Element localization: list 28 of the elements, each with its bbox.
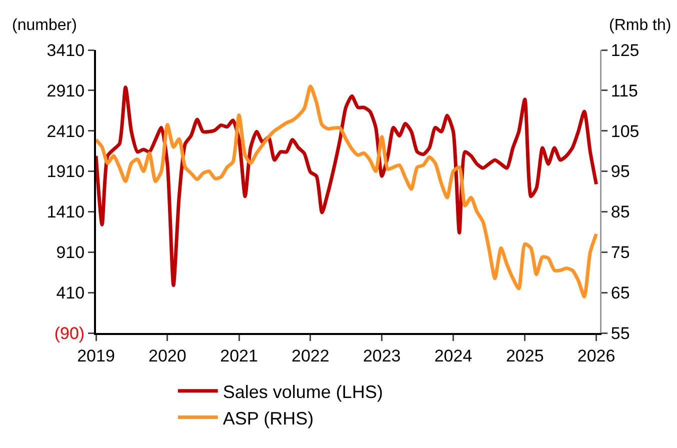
- x-tick-label: 2022: [292, 346, 330, 366]
- y2-tick-label: 105: [610, 122, 640, 141]
- y-tick-label: 1410: [46, 202, 85, 222]
- y-tick-label: 2410: [46, 122, 85, 141]
- y-tick-label: 410: [56, 284, 85, 303]
- legend-label: ASP (RHS): [222, 408, 314, 428]
- y-tick-label: 910: [56, 243, 85, 262]
- y-tick-label: 3410: [46, 40, 85, 60]
- x-tick-label: 2026: [577, 346, 616, 366]
- y-tick-label: 1910: [46, 162, 85, 182]
- y-axis-title: (number): [12, 17, 77, 34]
- y2-tick-label: 75: [610, 243, 630, 262]
- y2-tick-label: 55: [610, 324, 630, 343]
- y2-tick-label: 65: [610, 284, 630, 303]
- y2-tick-label: 85: [610, 202, 630, 222]
- x-tick-label: 2025: [506, 346, 544, 366]
- y2-tick-label: 95: [610, 162, 630, 182]
- x-tick-label: 2023: [362, 346, 401, 366]
- x-tick-label: 2021: [220, 346, 258, 366]
- legend-label: Sales volume (LHS): [222, 382, 383, 402]
- x-tick-label: 2024: [434, 346, 472, 366]
- y2-axis-title: (Rmb th): [609, 17, 672, 34]
- y-tick-label: 2910: [46, 81, 85, 100]
- y2-tick-label: 115: [610, 81, 638, 100]
- y2-tick-label: 125: [610, 40, 640, 60]
- x-tick-label: 2019: [77, 346, 115, 366]
- y-tick-label: (90): [54, 324, 85, 343]
- x-tick-label: 2020: [148, 346, 186, 366]
